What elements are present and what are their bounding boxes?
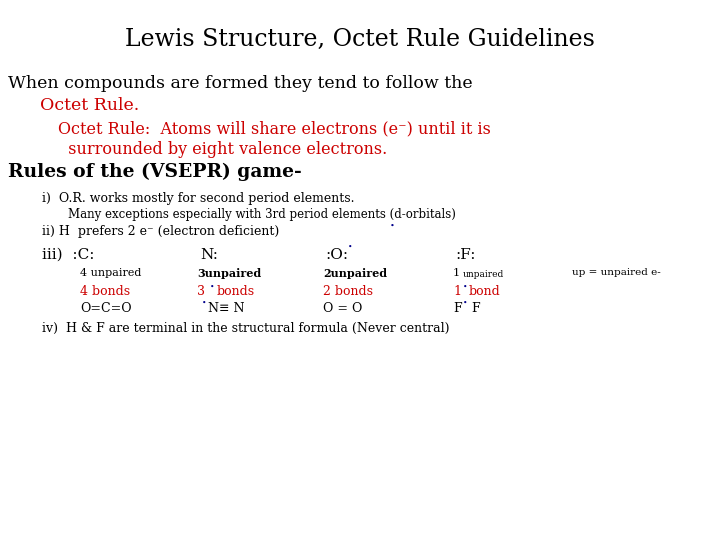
Text: up = unpaired e-: up = unpaired e-: [572, 268, 661, 277]
Text: O = O: O = O: [323, 302, 362, 315]
Text: 4 bonds: 4 bonds: [80, 285, 130, 298]
Text: F: F: [453, 302, 462, 315]
Text: unpaired: unpaired: [463, 270, 504, 279]
Text: ii) H  prefers 2 e⁻ (electron deficient): ii) H prefers 2 e⁻ (electron deficient): [42, 225, 279, 238]
Text: :F:: :F:: [455, 248, 475, 262]
Text: O=C=O: O=C=O: [80, 302, 132, 315]
Text: bond: bond: [469, 285, 500, 298]
Text: •: •: [348, 243, 353, 251]
Text: 2 bonds: 2 bonds: [323, 285, 373, 298]
Text: Lewis Structure, Octet Rule Guidelines: Lewis Structure, Octet Rule Guidelines: [125, 28, 595, 51]
Text: N:: N:: [200, 248, 218, 262]
Text: •: •: [202, 299, 207, 307]
Text: bonds: bonds: [217, 285, 255, 298]
Text: Many exceptions especially with 3rd period elements (d-orbitals): Many exceptions especially with 3rd peri…: [68, 208, 456, 221]
Text: F: F: [468, 302, 481, 315]
Text: 3: 3: [197, 285, 205, 298]
Text: •: •: [463, 299, 467, 307]
Text: Octet Rule.: Octet Rule.: [40, 97, 139, 114]
Text: 1: 1: [453, 268, 460, 278]
Text: •: •: [463, 283, 467, 291]
Text: :O:: :O:: [325, 248, 348, 262]
Text: Rules of the (VSEPR) game-: Rules of the (VSEPR) game-: [8, 163, 302, 181]
Text: iii)  :C:: iii) :C:: [42, 248, 94, 262]
Text: surrounded by eight valence electrons.: surrounded by eight valence electrons.: [58, 141, 387, 158]
Text: •: •: [210, 283, 215, 291]
Text: iv)  H & F are terminal in the structural formula (Never central): iv) H & F are terminal in the structural…: [42, 322, 449, 335]
Text: •: •: [390, 222, 395, 230]
Text: 3unpaired: 3unpaired: [197, 268, 261, 279]
Text: 2unpaired: 2unpaired: [323, 268, 387, 279]
Text: Octet Rule:  Atoms will share electrons (e⁻) until it is: Octet Rule: Atoms will share electrons (…: [58, 120, 491, 137]
Text: N≡ N: N≡ N: [208, 302, 245, 315]
Text: 1: 1: [453, 285, 461, 298]
Text: When compounds are formed they tend to follow the: When compounds are formed they tend to f…: [8, 75, 472, 92]
Text: i)  O.R. works mostly for second period elements.: i) O.R. works mostly for second period e…: [42, 192, 354, 205]
Text: 4 unpaired: 4 unpaired: [80, 268, 141, 278]
